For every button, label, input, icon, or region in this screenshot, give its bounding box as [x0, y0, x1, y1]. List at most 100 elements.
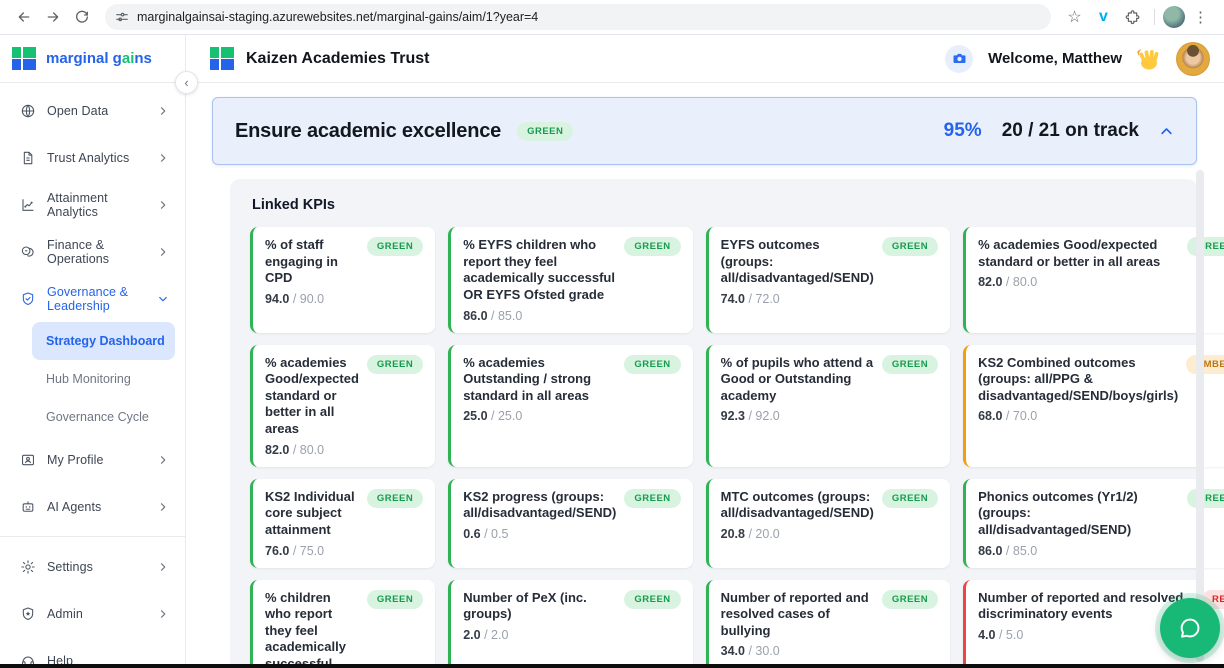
kpi-target: 72.0 — [755, 291, 780, 306]
kpi-title: Number of reported and resolved cases of… — [720, 589, 869, 638]
kpi-card[interactable]: KS2 Individual core subject attainment GR… — [250, 478, 436, 568]
kpi-target: 20.0 — [755, 526, 780, 541]
kpi-value-separator: / — [487, 308, 498, 323]
kpi-card[interactable]: % children who report they feel academic… — [250, 579, 436, 668]
back-icon[interactable] — [10, 4, 37, 31]
browser-profile-avatar[interactable] — [1163, 6, 1185, 28]
sidebar-collapse-button[interactable]: ‹ — [175, 71, 198, 94]
kpi-card[interactable]: % of staff engaging in CPD GREEN 94.0 / 90… — [250, 227, 436, 333]
chat-widget-button[interactable] — [1160, 598, 1220, 658]
sidebar-item-attainment-analytics[interactable]: Attainment Analytics — [0, 181, 185, 228]
kpi-title: Number of PeX (inc. groups) — [463, 589, 587, 622]
brand[interactable]: marginal gains — [0, 35, 186, 82]
sidebar-item-settings[interactable]: Settings — [0, 543, 185, 590]
kpi-card[interactable]: EYFS outcomes (groups: all/disadvantaged… — [705, 227, 951, 333]
chevron-right-icon — [157, 246, 169, 258]
kpi-card[interactable]: KS2 Combined outcomes (groups: all/PPG &… — [963, 344, 1224, 467]
brand-name: marginal gains — [46, 50, 152, 67]
site-settings-icon[interactable] — [115, 10, 129, 24]
kpi-card[interactable]: Number of PeX (inc. groups) GREEN 2.0 / 2.… — [448, 579, 693, 668]
kpi-status-badge: GREEN — [881, 488, 939, 508]
kpi-value: 2.0 / 2.0 — [463, 628, 680, 642]
forward-icon[interactable] — [39, 4, 66, 31]
sidebar-item-label: My Profile — [47, 452, 104, 467]
kpi-value-separator: / — [1002, 275, 1013, 290]
kpi-value-separator: / — [745, 291, 756, 306]
kpi-card[interactable]: MTC outcomes (groups: all/disadvantaged/… — [705, 478, 951, 568]
camera-button[interactable] — [945, 44, 974, 73]
kpi-status-badge: GREEN — [624, 237, 681, 256]
main-content: Ensure academic excellence GREEN 95% 20 … — [186, 83, 1224, 668]
coins-icon — [20, 244, 36, 260]
kpi-value-separator: / — [289, 442, 300, 457]
sidebar-item-my-profile[interactable]: My Profile — [0, 436, 185, 483]
kpi-title: MTC outcomes (groups: all/disadvantaged/… — [720, 488, 874, 521]
kpi-value-separator: / — [745, 526, 756, 541]
kpi-actual: 4.0 — [978, 627, 996, 642]
kpi-card[interactable]: KS2 progress (groups: all/disadvantaged/… — [448, 478, 693, 568]
url-text: marginalgainsai-staging.azurewebsites.ne… — [137, 10, 539, 24]
robot-icon — [20, 499, 36, 515]
sidebar-item-open-data[interactable]: Open Data — [0, 87, 185, 134]
shield-check-icon — [20, 291, 36, 307]
kpi-status-badge: GREEN — [624, 488, 681, 508]
extensions-puzzle-icon[interactable] — [1119, 4, 1146, 31]
kpi-target: 5.0 — [1005, 627, 1024, 642]
kpi-card[interactable]: % academies Outstanding / strong standar… — [448, 344, 693, 467]
kpi-value: 86.0 / 85.0 — [978, 544, 1224, 558]
reload-icon[interactable] — [68, 4, 95, 31]
aim-accordion-header[interactable]: Ensure academic excellence GREEN 95% 20 … — [212, 97, 1197, 165]
kpi-grid: % of staff engaging in CPD GREEN 94.0 / 90… — [250, 227, 1224, 668]
bookmark-star-icon[interactable]: ☆ — [1067, 9, 1082, 26]
kpi-title: Number of reported and resolved discrimi… — [978, 589, 1184, 622]
kpi-card[interactable]: % academies Good/expected standard or be… — [250, 344, 436, 467]
browser-menu-icon[interactable]: ⋮ — [1193, 9, 1208, 26]
chart-icon — [20, 197, 36, 213]
sidebar-item-label: Governance & Leadership — [47, 284, 129, 313]
sidebar-item-ai-agents[interactable]: AI Agents — [0, 483, 185, 530]
scrollbar[interactable] — [1196, 170, 1204, 662]
kpi-title: KS2 Combined outcomes (groups: all/PPG &… — [978, 354, 1179, 403]
kpi-card[interactable]: Number of reported and resolved cases of… — [705, 579, 951, 668]
chevron-right-icon — [157, 199, 169, 211]
kpi-actual: 82.0 — [978, 275, 1003, 290]
chevron-right-icon — [157, 454, 169, 466]
kpi-value-separator: / — [1002, 543, 1013, 558]
sidebar-item-governance-cycle[interactable]: Governance Cycle — [46, 410, 149, 424]
sidebar-item-hub-monitoring[interactable]: Hub Monitoring — [46, 372, 131, 386]
kpi-target: 90.0 — [299, 291, 325, 306]
kpi-target: 92.0 — [755, 409, 780, 424]
chevron-right-icon — [157, 501, 169, 513]
kpi-value: 92.3 / 92.0 — [721, 409, 938, 423]
kpi-status-badge: GREEN — [366, 589, 424, 609]
trust-header: Kaizen Academies Trust — [186, 46, 429, 71]
kpi-title: % academies Good/expected standard or be… — [978, 237, 1161, 269]
sidebar-item-trust-analytics[interactable]: Trust Analytics — [0, 134, 185, 181]
kpi-value: 82.0 / 80.0 — [978, 275, 1224, 289]
kpi-card[interactable]: Phonics outcomes (Yr1/2) (groups: all/di… — [963, 478, 1224, 568]
vimeo-extension-icon[interactable]: v — [1099, 8, 1108, 25]
kpi-card[interactable]: % of pupils who attend a Good or Outstan… — [705, 344, 951, 467]
kpi-title: % EYFS children who report they feel aca… — [463, 237, 615, 302]
sidebar-item-strategy-dashboard[interactable]: Strategy Dashboard — [32, 322, 175, 360]
kpi-status-badge: GREEN — [366, 354, 424, 374]
address-bar[interactable]: marginalgainsai-staging.azurewebsites.ne… — [105, 4, 1051, 30]
kpi-actual: 0.6 — [463, 526, 481, 541]
marginal-gains-logo-icon — [12, 46, 36, 71]
sidebar-item-governance-leadership[interactable]: Governance & Leadership — [0, 275, 185, 322]
kpi-card[interactable]: % academies Good/expected standard or be… — [963, 227, 1224, 333]
kpi-actual: 2.0 — [463, 627, 481, 642]
gear-icon — [20, 559, 36, 575]
id-card-icon — [20, 452, 36, 468]
sidebar-item-label: Admin — [47, 606, 83, 621]
kpi-target: 25.0 — [497, 409, 523, 424]
chevron-up-icon[interactable] — [1159, 124, 1174, 139]
user-avatar[interactable] — [1176, 41, 1210, 76]
sidebar-item-finance-operations[interactable]: Finance & Operations — [0, 228, 185, 275]
sidebar: Open Data Trust Analytics Attainment Analy… — [0, 83, 186, 668]
kpi-card[interactable]: % EYFS children who report they feel aca… — [448, 227, 693, 333]
kpi-value-separator: / — [289, 291, 300, 306]
sidebar-item-label: AI Agents — [47, 499, 102, 514]
kpi-status-badge: GREEN — [881, 589, 939, 609]
sidebar-item-admin[interactable]: Admin — [0, 590, 185, 637]
